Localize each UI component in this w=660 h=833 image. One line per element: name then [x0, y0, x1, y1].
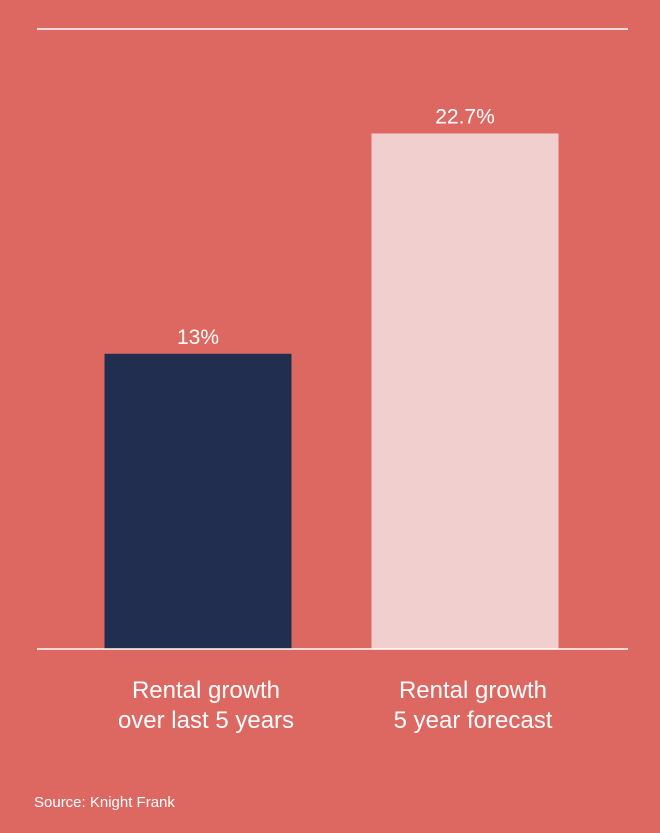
category-label-1-line-1: Rental growth — [132, 677, 280, 704]
bar-1 — [104, 353, 292, 649]
bars-layer — [104, 133, 559, 649]
value-label-2: 22.7% — [435, 105, 495, 128]
category-label-2-line-1: Rental growth — [399, 677, 547, 704]
category-label-2-line-2: 5 year forecast — [394, 707, 553, 734]
source-note: Source: Knight Frank — [34, 794, 175, 811]
category-label-1-line-2: over last 5 years — [118, 707, 294, 734]
bar-2 — [371, 133, 559, 649]
value-label-1: 13% — [177, 326, 219, 349]
labels-layer: 13% Rental growth over last 5 years 22.7% Re… — [118, 105, 553, 734]
